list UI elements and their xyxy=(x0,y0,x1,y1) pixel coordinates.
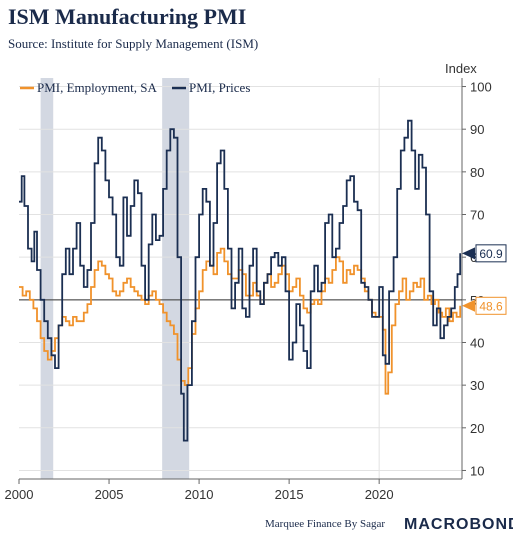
last-value-callouts: 48.6 60.9 xyxy=(462,244,507,315)
chart-subtitle: Source: Institute for Supply Management … xyxy=(8,36,259,51)
x-tick-label-2020: 2020 xyxy=(365,487,394,502)
callout-pointer-1 xyxy=(462,247,475,260)
x-tick-label-2000: 2000 xyxy=(5,487,34,502)
series-lines xyxy=(19,119,462,442)
callout-pointer-0 xyxy=(462,299,475,312)
callout-value-employment: 48.6 xyxy=(479,299,503,313)
legend-label-prices: PMI, Prices xyxy=(189,80,250,95)
series-line-prices xyxy=(19,119,462,442)
y-tick-label-90: 90 xyxy=(470,122,484,137)
callout-box-0 xyxy=(475,296,507,315)
y-tick-label-100: 100 xyxy=(470,80,492,95)
y-tick-label-80: 80 xyxy=(470,165,484,180)
y-axis-label: Index xyxy=(445,61,477,76)
y-tick-label-20: 20 xyxy=(470,421,484,436)
gridlines xyxy=(19,78,462,479)
callout-box-1 xyxy=(475,244,507,263)
callout-value-prices: 60.9 xyxy=(479,247,503,261)
footer-credit: Marquee Finance By Sagar xyxy=(265,518,385,530)
recession-band-0 xyxy=(40,78,54,479)
brand-logo: MACROBOND xyxy=(404,516,513,533)
x-tick-label-2005: 2005 xyxy=(95,487,124,502)
chart-title: ISM Manufacturing PMI xyxy=(8,4,247,29)
x-axis-ticks: 2000 2005 2010 2015 2020 xyxy=(5,479,394,502)
y-tick-label-70: 70 xyxy=(470,208,484,223)
x-tick-label-2015: 2015 xyxy=(275,487,304,502)
y-tick-label-10: 10 xyxy=(470,463,484,478)
legend: PMI, Employment, SA PMI, Prices xyxy=(20,80,250,95)
legend-label-employment: PMI, Employment, SA xyxy=(37,80,158,95)
y-tick-label-40: 40 xyxy=(470,335,484,350)
x-tick-label-2010: 2010 xyxy=(185,487,214,502)
y-tick-label-30: 30 xyxy=(470,378,484,393)
y-axis-ticks: 102030405060708090100 xyxy=(462,80,492,478)
